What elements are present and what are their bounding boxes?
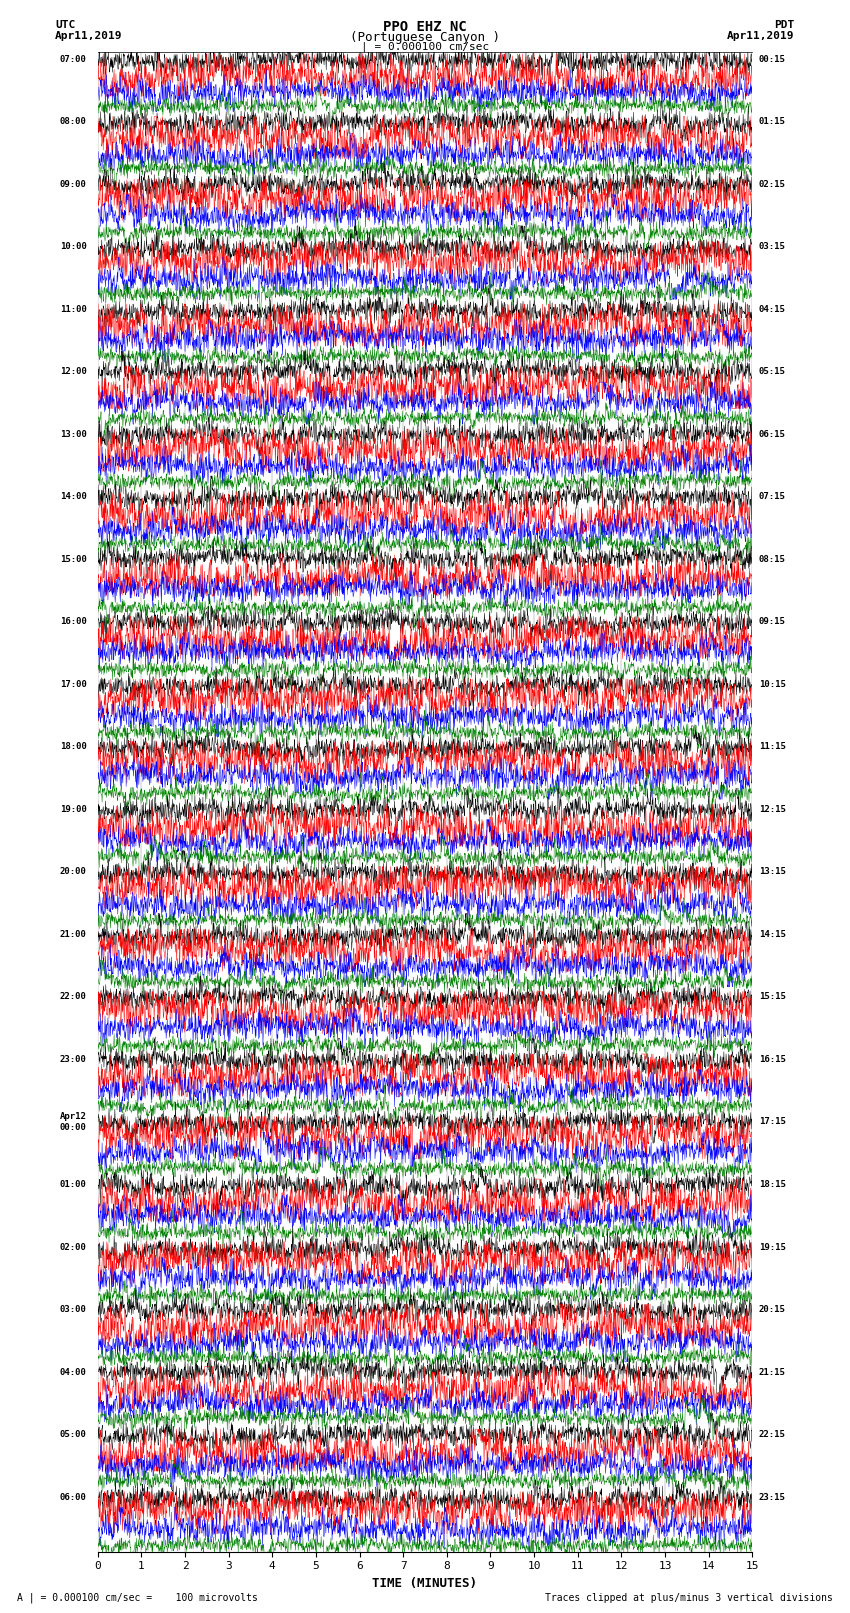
- Text: Apr11,2019: Apr11,2019: [728, 31, 795, 40]
- Text: A | = 0.000100 cm/sec =    100 microvolts: A | = 0.000100 cm/sec = 100 microvolts: [17, 1592, 258, 1603]
- Text: 05:15: 05:15: [759, 368, 785, 376]
- Text: 21:00: 21:00: [60, 931, 87, 939]
- Text: (Portuguese Canyon ): (Portuguese Canyon ): [350, 31, 500, 44]
- Text: 06:00: 06:00: [60, 1492, 87, 1502]
- Text: Apr12
00:00: Apr12 00:00: [60, 1113, 87, 1132]
- Text: 22:15: 22:15: [759, 1431, 785, 1439]
- Text: 23:00: 23:00: [60, 1055, 87, 1065]
- Text: 21:15: 21:15: [759, 1368, 785, 1376]
- Text: 16:15: 16:15: [759, 1055, 785, 1065]
- Text: 12:00: 12:00: [60, 368, 87, 376]
- Text: 05:00: 05:00: [60, 1431, 87, 1439]
- Text: 04:00: 04:00: [60, 1368, 87, 1376]
- Text: 17:00: 17:00: [60, 681, 87, 689]
- Text: 14:15: 14:15: [759, 931, 785, 939]
- Text: 15:15: 15:15: [759, 992, 785, 1002]
- Text: 07:00: 07:00: [60, 55, 87, 65]
- Text: 19:00: 19:00: [60, 805, 87, 815]
- Text: 18:15: 18:15: [759, 1181, 785, 1189]
- Text: 02:00: 02:00: [60, 1242, 87, 1252]
- Text: | = 0.000100 cm/sec: | = 0.000100 cm/sec: [361, 42, 489, 53]
- Text: 10:00: 10:00: [60, 242, 87, 252]
- Text: 08:15: 08:15: [759, 555, 785, 565]
- Text: 17:15: 17:15: [759, 1118, 785, 1126]
- Text: 02:15: 02:15: [759, 181, 785, 189]
- Text: 20:00: 20:00: [60, 868, 87, 876]
- Text: 20:15: 20:15: [759, 1305, 785, 1315]
- Text: 19:15: 19:15: [759, 1242, 785, 1252]
- Text: PPO EHZ NC: PPO EHZ NC: [383, 19, 467, 34]
- X-axis label: TIME (MINUTES): TIME (MINUTES): [372, 1578, 478, 1590]
- Text: 03:15: 03:15: [759, 242, 785, 252]
- Text: Apr11,2019: Apr11,2019: [55, 31, 122, 40]
- Text: 23:15: 23:15: [759, 1492, 785, 1502]
- Text: 14:00: 14:00: [60, 492, 87, 502]
- Text: 10:15: 10:15: [759, 681, 785, 689]
- Text: 08:00: 08:00: [60, 118, 87, 126]
- Text: 09:00: 09:00: [60, 181, 87, 189]
- Text: 18:00: 18:00: [60, 742, 87, 752]
- Text: Traces clipped at plus/minus 3 vertical divisions: Traces clipped at plus/minus 3 vertical …: [545, 1594, 833, 1603]
- Text: 15:00: 15:00: [60, 555, 87, 565]
- Text: 13:15: 13:15: [759, 868, 785, 876]
- Text: 00:15: 00:15: [759, 55, 785, 65]
- Text: 04:15: 04:15: [759, 305, 785, 315]
- Text: UTC: UTC: [55, 19, 76, 31]
- Text: 09:15: 09:15: [759, 618, 785, 626]
- Text: 12:15: 12:15: [759, 805, 785, 815]
- Text: 22:00: 22:00: [60, 992, 87, 1002]
- Text: 01:15: 01:15: [759, 118, 785, 126]
- Text: 11:00: 11:00: [60, 305, 87, 315]
- Text: 11:15: 11:15: [759, 742, 785, 752]
- Text: 06:15: 06:15: [759, 431, 785, 439]
- Text: 13:00: 13:00: [60, 431, 87, 439]
- Text: 03:00: 03:00: [60, 1305, 87, 1315]
- Text: PDT: PDT: [774, 19, 795, 31]
- Text: 01:00: 01:00: [60, 1181, 87, 1189]
- Text: 16:00: 16:00: [60, 618, 87, 626]
- Text: 07:15: 07:15: [759, 492, 785, 502]
